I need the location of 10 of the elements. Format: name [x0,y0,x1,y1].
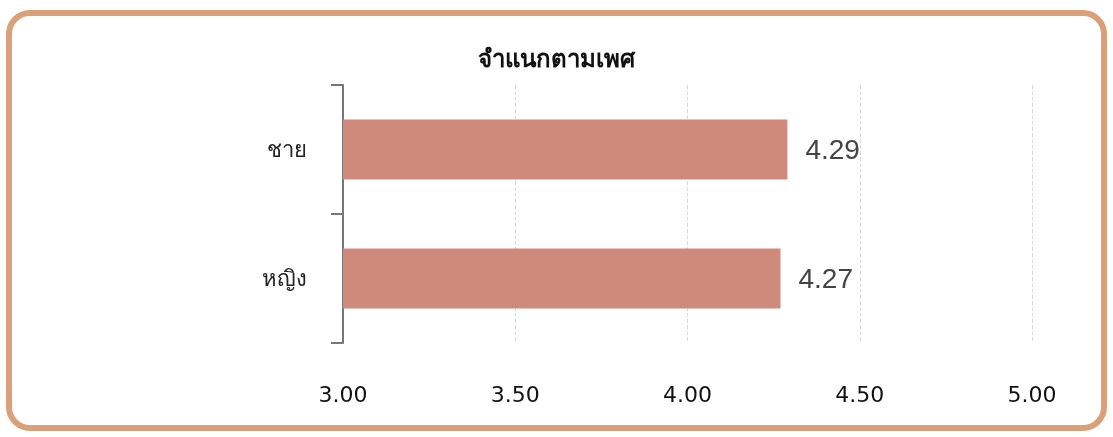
x-tick-label: 5.00 [1007,381,1057,407]
x-tick-label: 4.50 [835,381,885,407]
data-label: 4.29 [805,134,860,165]
y-tick-label: หญิง [262,266,307,291]
x-tick-label: 3.00 [318,381,368,407]
chart-title: จำแนกตามเพศ [478,45,636,73]
x-tick-label: 3.50 [490,381,540,407]
data-label: 4.27 [798,263,854,294]
x-tick-label: 4.00 [663,381,712,407]
y-tick-label: ชาย [267,137,307,162]
